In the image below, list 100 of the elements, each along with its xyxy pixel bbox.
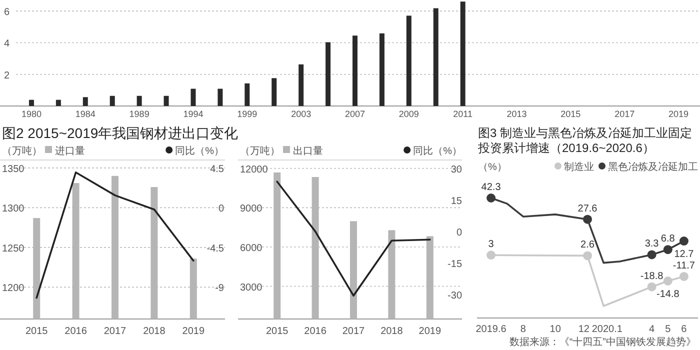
- line-series: [276, 180, 431, 297]
- x-tick-label: 2015: [25, 326, 48, 337]
- x-tick-label: 2011: [453, 109, 473, 119]
- point: [583, 251, 592, 260]
- point: [486, 250, 496, 260]
- bar: [326, 42, 331, 106]
- x-tick-label: 2016: [304, 326, 327, 337]
- y-axis-title: （%）: [478, 162, 507, 173]
- data-label: -18.8: [640, 270, 664, 282]
- data-label: -11.7: [672, 260, 696, 272]
- point: [647, 250, 656, 260]
- data-label: 12.7: [674, 249, 694, 260]
- x-tick-label: 6: [681, 324, 688, 335]
- legend-label: 进口量: [55, 145, 85, 157]
- y-tick-label: 1300: [2, 204, 25, 215]
- x-tick-label: 1984: [75, 109, 96, 119]
- chart-title: 图2 2015~2019年我国钢材进出口变化: [2, 125, 238, 141]
- x-tick-label: 2018: [143, 326, 166, 337]
- y2-tick-label: 15: [450, 196, 462, 207]
- y-tick-label: 9000: [240, 204, 263, 215]
- y2-tick-label: -4.5: [206, 243, 224, 254]
- bar: [164, 96, 169, 106]
- bar: [136, 96, 142, 106]
- y-tick-label: 3000: [240, 282, 263, 294]
- x-tick-label: 2017: [342, 326, 366, 337]
- point: [663, 276, 672, 286]
- data-label: 2.6: [580, 240, 595, 251]
- x-tick-label: 2007: [344, 109, 366, 119]
- x-tick-label: 2017: [614, 109, 635, 119]
- point: [583, 214, 592, 224]
- y2-tick-label: 0: [456, 227, 462, 238]
- x-tick-label: 1980: [21, 109, 42, 119]
- y-tick-label: 1200: [2, 283, 25, 294]
- bar: [298, 64, 304, 106]
- point: [663, 245, 672, 254]
- source-note: 数据来源：《“十四五”中国钢铁发展趋势》: [509, 336, 696, 348]
- x-tick-label: 2019: [668, 109, 689, 119]
- y-tick-label: 12000: [240, 164, 268, 176]
- bar: [352, 36, 358, 106]
- y-tick-label: 1350: [2, 164, 25, 175]
- x-tick-label: 2019: [418, 326, 442, 337]
- y-axis-title: （万吨）: [240, 145, 280, 157]
- x-tick-label: 2015: [560, 109, 581, 119]
- bar: [406, 16, 412, 106]
- x-tick-label: 2019: [182, 326, 205, 337]
- point: [486, 194, 496, 202]
- y2-axis-title: （%）: [433, 146, 462, 157]
- legend-label: 出口量: [293, 145, 323, 157]
- point: [647, 282, 656, 292]
- y-tick-label: 2: [4, 70, 10, 82]
- line-series: [36, 171, 194, 299]
- y2-tick-label: 0: [218, 204, 224, 215]
- y-tick-label: 6: [4, 7, 10, 18]
- data-label: 6.8: [660, 234, 676, 245]
- bar: [272, 78, 277, 106]
- x-tick-label: 1999: [237, 109, 258, 119]
- y2-axis-title: （%）: [195, 146, 224, 157]
- x-tick-label: 2013: [506, 109, 527, 119]
- data-label: 3: [488, 239, 494, 250]
- y-axis-title: （万吨）: [2, 145, 42, 157]
- data-label: -14.8: [656, 289, 680, 300]
- y-tick-label: 1250: [2, 243, 25, 254]
- y-tick-label: 6000: [240, 242, 263, 254]
- point: [679, 236, 688, 246]
- y2-tick-label: -30: [448, 290, 462, 302]
- x-tick-label: 1994: [183, 109, 204, 119]
- chart-title: 图3 制造业与黑色冶炼及冶延加工业固定投资累计增速（2019.6~2020.6）: [477, 126, 692, 155]
- x-tick-label: 12: [578, 324, 590, 335]
- y2-tick-label: -15: [448, 258, 462, 270]
- x-tick-label: 2015: [266, 326, 289, 337]
- x-tick-label: 2019.6: [476, 324, 507, 335]
- y2-tick-label: 4.5: [210, 164, 224, 175]
- bar: [56, 100, 61, 106]
- x-tick-label: 5: [665, 324, 672, 335]
- bar: [433, 8, 438, 106]
- bar: [82, 97, 88, 106]
- bar: [379, 33, 384, 106]
- legend-label: 同比: [413, 145, 434, 157]
- x-tick-label: 1989: [129, 109, 150, 119]
- legend-label: 黑色冶炼及冶延加工: [608, 161, 698, 173]
- x-tick-label: 2018: [380, 326, 404, 337]
- y2-tick-label: 30: [450, 164, 462, 176]
- bar: [218, 88, 223, 106]
- x-tick-label: 2003: [291, 109, 312, 119]
- y2-tick-label: -9: [215, 283, 224, 294]
- y-tick-label: 4: [4, 38, 10, 50]
- bar: [110, 96, 115, 106]
- x-tick-label: 2016: [64, 326, 88, 337]
- bar: [190, 88, 196, 106]
- x-tick-label: 2009: [398, 109, 419, 119]
- x-tick-label: 2017: [104, 326, 127, 337]
- data-label: 42.3: [481, 182, 502, 193]
- bar: [28, 100, 34, 106]
- data-label: 3.3: [644, 238, 660, 250]
- x-tick-label: 8: [520, 324, 526, 335]
- legend-label: 制造业: [564, 161, 594, 173]
- bar: [244, 83, 250, 106]
- point: [679, 272, 688, 281]
- x-tick-label: 2020.1: [592, 324, 623, 335]
- data-label: 27.6: [578, 203, 598, 214]
